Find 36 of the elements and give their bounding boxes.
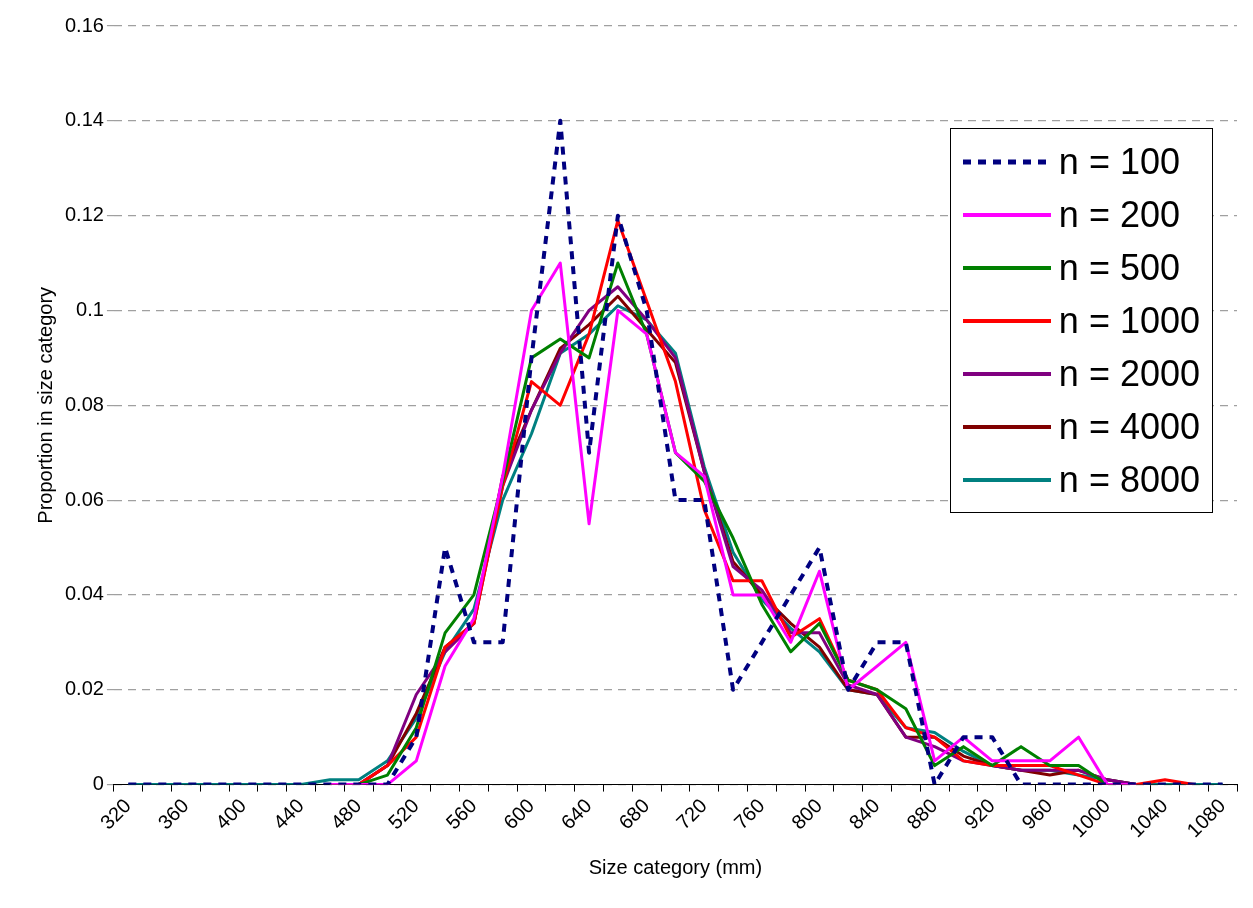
y-tick-label: 0.12 <box>64 203 104 226</box>
x-tick-label: 520 <box>383 794 424 834</box>
x-tick-label: 880 <box>902 794 942 834</box>
legend-label: n = 200 <box>1058 193 1180 236</box>
legend-label: n = 4000 <box>1058 405 1200 448</box>
x-tick-label: 800 <box>787 794 827 834</box>
x-tick-label: 920 <box>959 794 999 834</box>
x-tick-label: 480 <box>326 794 366 834</box>
x-tick-label: 320 <box>95 794 136 834</box>
y-tick-label: 0.16 <box>64 13 104 36</box>
y-tick-label: 0 <box>92 772 104 795</box>
y-axis-title: Proportion in size category <box>33 286 56 524</box>
x-tick-label: 840 <box>844 794 884 834</box>
x-tick-label: 360 <box>153 794 193 834</box>
x-tick-label: 720 <box>671 794 711 834</box>
x-tick-label: 600 <box>499 794 539 834</box>
x-tick-label: 760 <box>729 794 769 834</box>
y-tick-label: 0.08 <box>64 392 104 415</box>
y-tick-label: 0.04 <box>64 582 104 605</box>
x-tick-label: 960 <box>1017 794 1057 834</box>
x-tick-label: 400 <box>211 794 251 834</box>
y-tick-label: 0.1 <box>76 297 104 320</box>
y-tick-label: 0.14 <box>64 108 104 131</box>
x-tick-label: 640 <box>556 794 596 834</box>
y-tick-label: 0.02 <box>64 677 104 700</box>
x-tick-label: 560 <box>441 794 481 834</box>
legend-label: n = 500 <box>1058 246 1180 289</box>
legend-label: n = 8000 <box>1058 458 1200 501</box>
x-tick-label: 680 <box>614 794 654 834</box>
y-tick-label: 0.06 <box>64 487 104 510</box>
line-series <box>126 118 1225 785</box>
legend-label: n = 100 <box>1058 140 1180 183</box>
legend-label: n = 2000 <box>1058 352 1200 395</box>
x-tick-label: 440 <box>268 794 308 834</box>
x-axis-title: Size category (mm) <box>588 855 763 878</box>
legend-label: n = 1000 <box>1058 299 1200 342</box>
